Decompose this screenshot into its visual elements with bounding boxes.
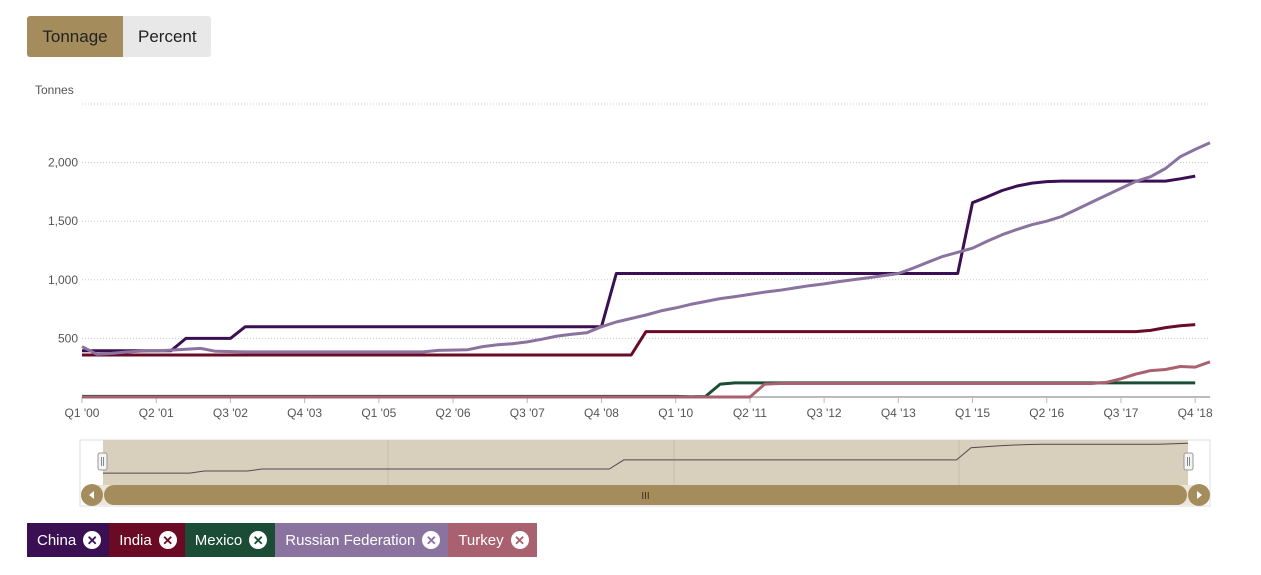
series-lines — [81, 141, 1211, 399]
x-tick-label: Q3 '17 — [1103, 406, 1138, 420]
percent-button[interactable]: Percent — [123, 16, 211, 57]
scroll-right-button[interactable] — [1188, 484, 1210, 506]
navigator-series-line — [103, 442, 1189, 474]
y-tick-label: 1,000 — [48, 273, 78, 287]
remove-icon[interactable]: ✕ — [422, 531, 441, 549]
scrollbar-grip: III — [641, 491, 649, 502]
y-tick-label: 2,000 — [48, 156, 78, 170]
x-tick-label: Q1 '00 — [65, 406, 100, 420]
x-tick-label: Q1 '15 — [955, 406, 990, 420]
x-axis-ticks: Q1 '00 Q2 '01 Q3 '02 Q4 '03 Q1 '05 Q2 '06 Q3 '… — [65, 397, 1213, 420]
x-tick-label: Q3 '12 — [807, 406, 842, 420]
legend-item-russian-federation[interactable]: Russian Federation ✕ — [275, 523, 449, 557]
navigator-right-handle[interactable] — [1183, 452, 1194, 471]
y-axis-ticks: 500 1,000 1,500 2,000 — [48, 156, 78, 346]
remove-icon[interactable]: ✕ — [158, 531, 177, 549]
x-tick-label: Q4 '03 — [287, 406, 322, 420]
navigator-selected-range[interactable] — [103, 440, 1188, 486]
legend-item-mexico[interactable]: Mexico ✕ — [184, 523, 276, 557]
navigator-grid — [387, 440, 960, 486]
x-tick-label: Q2 '16 — [1029, 406, 1064, 420]
arrow-left-icon — [89, 491, 94, 499]
y-axis-title: Tonnes — [35, 83, 74, 97]
series-line-india — [82, 323, 1196, 357]
x-tick-label: Q4 '18 — [1178, 406, 1213, 420]
x-tick-label: Q2 '06 — [436, 406, 471, 420]
arrow-right-icon — [1197, 491, 1202, 499]
remove-icon[interactable]: ✕ — [249, 531, 268, 549]
legend-label: Russian Federation — [285, 531, 416, 549]
remove-icon[interactable]: ✕ — [83, 531, 102, 549]
scroll-left-button[interactable] — [81, 484, 103, 506]
y-tick-label: 1,500 — [48, 214, 78, 228]
legend-item-turkey[interactable]: Turkey ✕ — [448, 523, 537, 557]
unit-toggle: Tonnage Percent — [27, 16, 211, 57]
tonnage-button[interactable]: Tonnage — [27, 16, 123, 57]
legend-label: China — [37, 531, 77, 549]
legend: China ✕ India ✕ Mexico ✕ Russian Federat… — [27, 523, 537, 557]
navigator-left-handle[interactable] — [97, 452, 108, 471]
scrollbar-thumb[interactable] — [104, 485, 1187, 505]
x-tick-label: Q1 '10 — [658, 406, 693, 420]
x-tick-label: Q4 '13 — [881, 406, 916, 420]
remove-icon[interactable]: ✕ — [510, 531, 529, 549]
legend-label: Mexico — [194, 531, 243, 549]
legend-label: India — [119, 531, 152, 549]
x-tick-label: Q1 '05 — [361, 406, 396, 420]
x-tick-label: Q2 '11 — [733, 406, 767, 420]
series-line-russian-federation — [81, 141, 1211, 356]
x-tick-label: Q3 '07 — [510, 406, 545, 420]
series-line-turkey — [82, 360, 1211, 399]
x-tick-label: Q2 '01 — [139, 406, 174, 420]
series-line-china — [82, 174, 1196, 353]
legend-label: Turkey — [458, 531, 504, 549]
legend-item-india[interactable]: India ✕ — [109, 523, 185, 557]
legend-item-china[interactable]: China ✕ — [27, 523, 110, 557]
range-navigator[interactable]: III — [79, 439, 1211, 507]
y-tick-label: 500 — [58, 331, 78, 345]
x-tick-label: Q4 '08 — [584, 406, 619, 420]
x-tick-label: Q3 '02 — [213, 406, 248, 420]
